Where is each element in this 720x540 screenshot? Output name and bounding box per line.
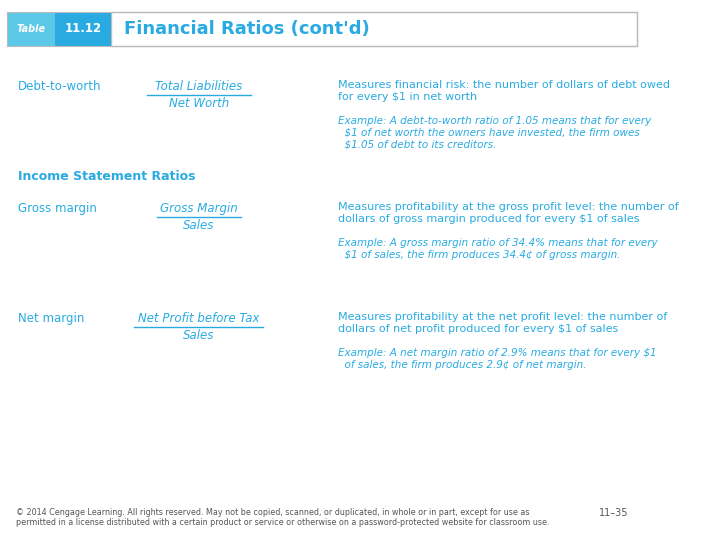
Text: Measures profitability at the net profit level: the number of
dollars of net pro: Measures profitability at the net profit… (338, 312, 667, 334)
Text: Income Statement Ratios: Income Statement Ratios (18, 170, 195, 183)
Text: 11.12: 11.12 (65, 23, 102, 36)
Text: Table: Table (17, 24, 46, 34)
Text: Measures financial risk: the number of dollars of debt owed
for every $1 in net : Measures financial risk: the number of d… (338, 80, 670, 102)
Text: Example: A debt-to-worth ratio of 1.05 means that for every
  $1 of net worth th: Example: A debt-to-worth ratio of 1.05 m… (338, 116, 652, 149)
Bar (111, 12, 637, 46)
Text: Measures profitability at the gross profit level: the number of
dollars of gross: Measures profitability at the gross prof… (338, 202, 679, 224)
Text: © 2014 Cengage Learning. All rights reserved. May not be copied, scanned, or dup: © 2014 Cengage Learning. All rights rese… (16, 508, 549, 528)
Text: Debt-to-worth: Debt-to-worth (18, 80, 102, 93)
Text: Financial Ratios (cont'd): Financial Ratios (cont'd) (124, 20, 369, 38)
Text: 11–35: 11–35 (599, 508, 629, 518)
Text: Sales: Sales (183, 329, 215, 342)
Text: Sales: Sales (183, 219, 215, 232)
Text: Example: A gross margin ratio of 34.4% means that for every
  $1 of sales, the f: Example: A gross margin ratio of 34.4% m… (338, 238, 658, 260)
Text: Net margin: Net margin (18, 312, 84, 325)
Text: Total Liabilities: Total Liabilities (155, 80, 243, 93)
Text: Gross Margin: Gross Margin (160, 202, 238, 215)
Text: Net Profit before Tax: Net Profit before Tax (138, 312, 259, 325)
Bar (7, 12, 55, 46)
Text: Gross margin: Gross margin (18, 202, 96, 215)
Text: Example: A net margin ratio of 2.9% means that for every $1
  of sales, the firm: Example: A net margin ratio of 2.9% mean… (338, 348, 657, 369)
Bar (55, 12, 111, 46)
Text: Net Worth: Net Worth (168, 97, 229, 110)
